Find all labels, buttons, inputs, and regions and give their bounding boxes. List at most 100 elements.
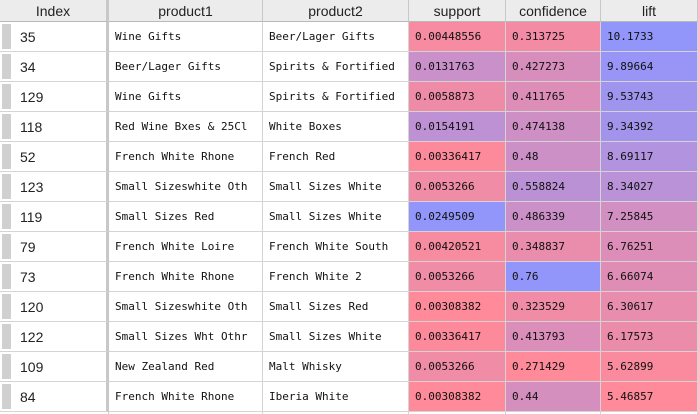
row-index[interactable]: 52 [0, 142, 109, 172]
cell-support[interactable]: 0.00420521 [409, 232, 506, 262]
cell-lift[interactable]: 10.1733 [601, 22, 698, 52]
cell-confidence[interactable]: 0.76 [506, 262, 601, 292]
table-filler [263, 412, 409, 414]
row-index[interactable]: 35 [0, 22, 109, 52]
row-index[interactable]: 79 [0, 232, 109, 262]
header-lift[interactable]: lift [601, 0, 698, 22]
cell-product2[interactable]: French Red [263, 142, 409, 172]
cell-lift[interactable]: 8.69117 [601, 142, 698, 172]
cell-confidence[interactable]: 0.413793 [506, 322, 601, 352]
cell-lift[interactable]: 6.76251 [601, 232, 698, 262]
row-index[interactable]: 109 [0, 352, 109, 382]
cell-lift[interactable]: 8.34027 [601, 172, 698, 202]
cell-product1[interactable]: French White Rhone [109, 142, 263, 172]
header-support[interactable]: support [409, 0, 506, 22]
cell-confidence[interactable]: 0.348837 [506, 232, 601, 262]
cell-product2[interactable]: Small Sizes White [263, 202, 409, 232]
cell-support[interactable]: 0.0053266 [409, 352, 506, 382]
cell-lift[interactable]: 5.46857 [601, 382, 698, 412]
row-select-handle[interactable] [2, 174, 11, 199]
row-index[interactable]: 73 [0, 262, 109, 292]
cell-confidence[interactable]: 0.48 [506, 142, 601, 172]
cell-confidence[interactable]: 0.323529 [506, 292, 601, 322]
cell-support[interactable]: 0.0053266 [409, 262, 506, 292]
cell-product1[interactable]: New Zealand Red [109, 352, 263, 382]
row-index[interactable]: 34 [0, 52, 109, 82]
cell-support[interactable]: 0.0058873 [409, 82, 506, 112]
cell-product2[interactable]: French White South [263, 232, 409, 262]
cell-product1[interactable]: Small Sizes Wht Othr [109, 322, 263, 352]
row-select-handle[interactable] [2, 234, 11, 259]
cell-product2[interactable]: Beer/Lager Gifts [263, 22, 409, 52]
cell-confidence[interactable]: 0.411765 [506, 82, 601, 112]
row-index[interactable]: 122 [0, 322, 109, 352]
row-select-handle[interactable] [2, 84, 11, 109]
row-index[interactable]: 118 [0, 112, 109, 142]
cell-lift[interactable]: 9.34392 [601, 112, 698, 142]
cell-support[interactable]: 0.00336417 [409, 322, 506, 352]
row-index-label: 122 [20, 328, 44, 345]
cell-confidence[interactable]: 0.486339 [506, 202, 601, 232]
cell-product2[interactable]: Spirits & Fortified [263, 82, 409, 112]
row-select-handle[interactable] [2, 384, 11, 409]
cell-support[interactable]: 0.0154191 [409, 112, 506, 142]
row-index[interactable]: 123 [0, 172, 109, 202]
cell-product1[interactable]: French White Rhone [109, 382, 263, 412]
header-product1[interactable]: product1 [109, 0, 263, 22]
row-select-handle[interactable] [2, 54, 11, 79]
cell-product2[interactable]: Iberia White [263, 382, 409, 412]
cell-lift[interactable]: 6.30617 [601, 292, 698, 322]
cell-support[interactable]: 0.0053266 [409, 172, 506, 202]
cell-support[interactable]: 0.0249509 [409, 202, 506, 232]
cell-support[interactable]: 0.00448556 [409, 22, 506, 52]
cell-support[interactable]: 0.00336417 [409, 142, 506, 172]
header-confidence[interactable]: confidence [506, 0, 601, 22]
row-select-handle[interactable] [2, 294, 11, 319]
cell-support[interactable]: 0.0131763 [409, 52, 506, 82]
cell-product1[interactable]: Small Sizeswhite Oth [109, 292, 263, 322]
row-index[interactable]: 120 [0, 292, 109, 322]
cell-confidence[interactable]: 0.271429 [506, 352, 601, 382]
row-select-handle[interactable] [2, 114, 11, 139]
cell-lift[interactable]: 6.66074 [601, 262, 698, 292]
cell-product1[interactable]: Wine Gifts [109, 22, 263, 52]
row-index[interactable]: 119 [0, 202, 109, 232]
row-select-handle[interactable] [2, 324, 11, 349]
cell-confidence[interactable]: 0.558824 [506, 172, 601, 202]
cell-support[interactable]: 0.00308382 [409, 292, 506, 322]
header-index[interactable]: Index [0, 0, 109, 22]
row-select-handle[interactable] [2, 144, 11, 169]
cell-product1[interactable]: Small Sizeswhite Oth [109, 172, 263, 202]
cell-product1[interactable]: Red Wine Bxes & 25Cl [109, 112, 263, 142]
cell-product2[interactable]: Small Sizes White [263, 172, 409, 202]
cell-product2[interactable]: French White 2 [263, 262, 409, 292]
cell-product2[interactable]: Small Sizes Red [263, 292, 409, 322]
row-index[interactable]: 129 [0, 82, 109, 112]
row-select-handle[interactable] [2, 354, 11, 379]
cell-product1[interactable]: Wine Gifts [109, 82, 263, 112]
row-select-handle[interactable] [2, 264, 11, 289]
row-select-handle[interactable] [2, 24, 11, 49]
cell-lift[interactable]: 7.25845 [601, 202, 698, 232]
row-index-label: 118 [20, 118, 43, 135]
cell-lift[interactable]: 5.62899 [601, 352, 698, 382]
header-product2[interactable]: product2 [263, 0, 409, 22]
cell-confidence[interactable]: 0.474138 [506, 112, 601, 142]
cell-product2[interactable]: Malt Whisky [263, 352, 409, 382]
row-index[interactable]: 84 [0, 382, 109, 412]
cell-product2[interactable]: Small Sizes White [263, 322, 409, 352]
cell-lift[interactable]: 9.53743 [601, 82, 698, 112]
cell-product1[interactable]: French White Loire [109, 232, 263, 262]
cell-lift[interactable]: 6.17573 [601, 322, 698, 352]
cell-product1[interactable]: Beer/Lager Gifts [109, 52, 263, 82]
cell-product1[interactable]: Small Sizes Red [109, 202, 263, 232]
cell-product2[interactable]: Spirits & Fortified [263, 52, 409, 82]
cell-lift[interactable]: 9.89664 [601, 52, 698, 82]
cell-product1[interactable]: French White Rhone [109, 262, 263, 292]
row-select-handle[interactable] [2, 204, 11, 229]
cell-confidence[interactable]: 0.427273 [506, 52, 601, 82]
cell-support[interactable]: 0.00308382 [409, 382, 506, 412]
cell-product2[interactable]: White Boxes [263, 112, 409, 142]
cell-confidence[interactable]: 0.44 [506, 382, 601, 412]
cell-confidence[interactable]: 0.313725 [506, 22, 601, 52]
